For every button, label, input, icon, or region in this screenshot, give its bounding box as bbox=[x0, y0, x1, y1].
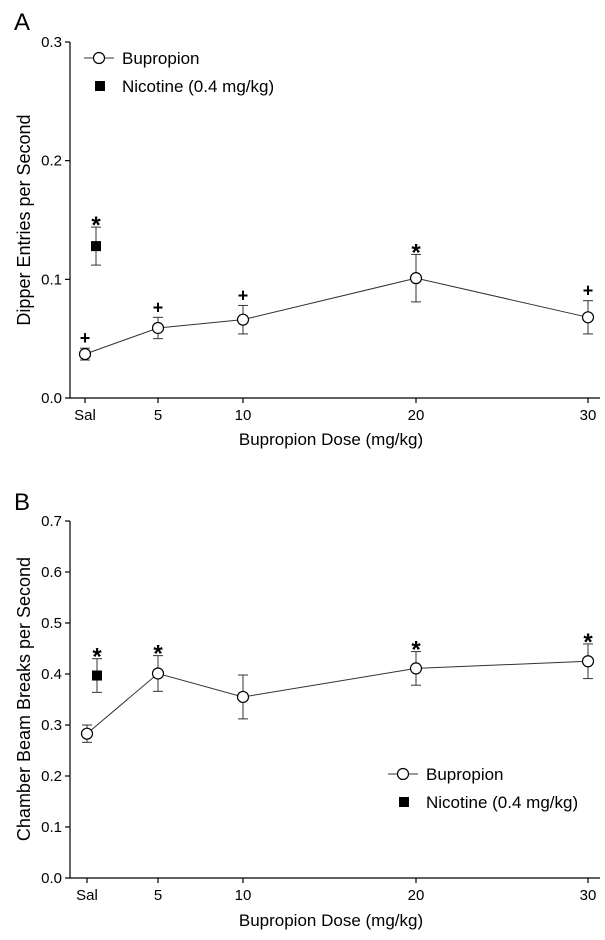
panel-b-y-tick-label: 0.6 bbox=[41, 564, 62, 581]
panel-a: A Dipper Entries per Second Bupropion Do… bbox=[14, 9, 600, 449]
panel-b-axes: 0.0 0.1 0.2 0.3 0.4 0.5 0.6 0.7 Sal 5 10 20 30 bbox=[41, 513, 600, 904]
legend-label: Nicotine (0.4 mg/kg) bbox=[426, 793, 578, 812]
panel-b-data-point: * bbox=[581, 629, 595, 680]
panel-b-data-point: * bbox=[409, 637, 423, 686]
panel-a-x-tick-label: Sal bbox=[74, 407, 96, 424]
significance-asterisk: * bbox=[92, 644, 102, 671]
legend-label: Bupropion bbox=[426, 765, 504, 784]
significance-plus: + bbox=[80, 328, 91, 348]
panel-a-data-point: + bbox=[581, 281, 595, 335]
open-circle-marker bbox=[236, 313, 250, 326]
significance-asterisk: * bbox=[583, 629, 593, 656]
significance-plus: + bbox=[238, 285, 249, 305]
panel-a-data-point: * bbox=[91, 212, 101, 266]
panel-a-x-tick-label: 5 bbox=[154, 407, 162, 424]
panel-a-legend-entry: Nicotine (0.4 mg/kg) bbox=[95, 77, 274, 96]
significance-plus: + bbox=[153, 297, 164, 317]
legend-filled-square-icon bbox=[95, 81, 105, 91]
panel-b-data-point bbox=[236, 674, 250, 720]
filled-square-marker bbox=[91, 241, 101, 252]
panel-b: B Chamber Beam Breaks per Second Bupropi… bbox=[14, 489, 600, 930]
legend-open-circle-icon bbox=[92, 51, 106, 65]
panel-a-marks: + + + * + * bbox=[78, 212, 595, 361]
panel-b-legend: Bupropion Nicotine (0.4 mg/kg) bbox=[388, 765, 578, 812]
panel-a-y-tick-label: 0.0 bbox=[41, 390, 62, 407]
panel-b-x-tick-label: 5 bbox=[154, 887, 162, 904]
panel-a-data-point: + bbox=[78, 328, 92, 361]
panel-b-y-axis-label: Chamber Beam Breaks per Second bbox=[14, 557, 34, 841]
panel-b-y-tick-label: 0.0 bbox=[41, 870, 62, 887]
significance-asterisk: * bbox=[153, 641, 163, 668]
panel-b-x-tick-label: 10 bbox=[235, 887, 252, 904]
panel-a-x-tick-label: 20 bbox=[408, 407, 425, 424]
open-circle-marker bbox=[409, 272, 423, 285]
open-circle-marker bbox=[80, 727, 94, 740]
significance-plus: + bbox=[583, 281, 594, 301]
panel-b-data-point: * bbox=[92, 644, 102, 693]
legend-label: Nicotine (0.4 mg/kg) bbox=[122, 77, 274, 96]
panel-b-y-tick-label: 0.4 bbox=[41, 666, 62, 683]
legend-filled-square-icon bbox=[399, 797, 409, 807]
panel-b-marks: * * * * bbox=[80, 629, 595, 743]
filled-square-marker bbox=[92, 670, 102, 681]
panel-a-data-point: * bbox=[409, 239, 423, 303]
panel-b-y-tick-label: 0.3 bbox=[41, 717, 62, 734]
panel-b-x-tick-label: Sal bbox=[76, 887, 98, 904]
panel-b-y-tick-label: 0.2 bbox=[41, 768, 62, 785]
panel-a-y-tick-label: 0.2 bbox=[41, 153, 62, 170]
panel-b-data-point: * bbox=[151, 641, 165, 692]
legend-label: Bupropion bbox=[122, 49, 200, 68]
panel-b-x-axis-label: Bupropion Dose (mg/kg) bbox=[239, 911, 423, 930]
panel-a-legend-entry: Bupropion bbox=[84, 49, 200, 68]
panel-a-x-tick-label: 10 bbox=[235, 407, 252, 424]
panel-a-data-point: + bbox=[236, 285, 250, 335]
panel-b-y-tick-label: 0.7 bbox=[41, 513, 62, 530]
significance-asterisk: * bbox=[411, 637, 421, 664]
panel-a-legend: Bupropion Nicotine (0.4 mg/kg) bbox=[84, 49, 274, 96]
legend-open-circle-icon bbox=[396, 767, 410, 781]
open-circle-marker bbox=[78, 347, 92, 361]
panel-a-label: A bbox=[14, 9, 30, 36]
panel-b-label: B bbox=[14, 489, 30, 516]
panel-b-x-tick-label: 30 bbox=[580, 887, 597, 904]
panel-b-legend-entry: Bupropion bbox=[388, 765, 504, 784]
panel-a-y-tick-label: 0.3 bbox=[41, 34, 62, 51]
significance-asterisk: * bbox=[411, 239, 421, 266]
panel-b-y-tick-label: 0.1 bbox=[41, 819, 62, 836]
open-circle-marker bbox=[581, 311, 595, 324]
open-circle-marker bbox=[581, 655, 595, 668]
panel-a-y-tick-label: 0.1 bbox=[41, 271, 62, 288]
open-circle-marker bbox=[409, 662, 423, 675]
open-circle-marker bbox=[151, 667, 165, 680]
open-circle-marker bbox=[236, 690, 250, 704]
panel-a-x-axis-label: Bupropion Dose (mg/kg) bbox=[239, 430, 423, 449]
panel-b-legend-entry: Nicotine (0.4 mg/kg) bbox=[399, 793, 578, 812]
panel-b-y-tick-label: 0.5 bbox=[41, 615, 62, 632]
significance-asterisk: * bbox=[91, 212, 101, 239]
panel-a-axes: 0.0 0.1 0.2 0.3 Sal 5 10 20 30 bbox=[41, 34, 600, 424]
panel-a-data-point: + bbox=[151, 297, 165, 340]
panel-a-y-axis-label: Dipper Entries per Second bbox=[14, 114, 34, 325]
panel-b-x-tick-label: 20 bbox=[408, 887, 425, 904]
panel-a-x-tick-label: 30 bbox=[580, 407, 597, 424]
open-circle-marker bbox=[151, 321, 165, 335]
panel-b-data-point bbox=[80, 724, 94, 743]
